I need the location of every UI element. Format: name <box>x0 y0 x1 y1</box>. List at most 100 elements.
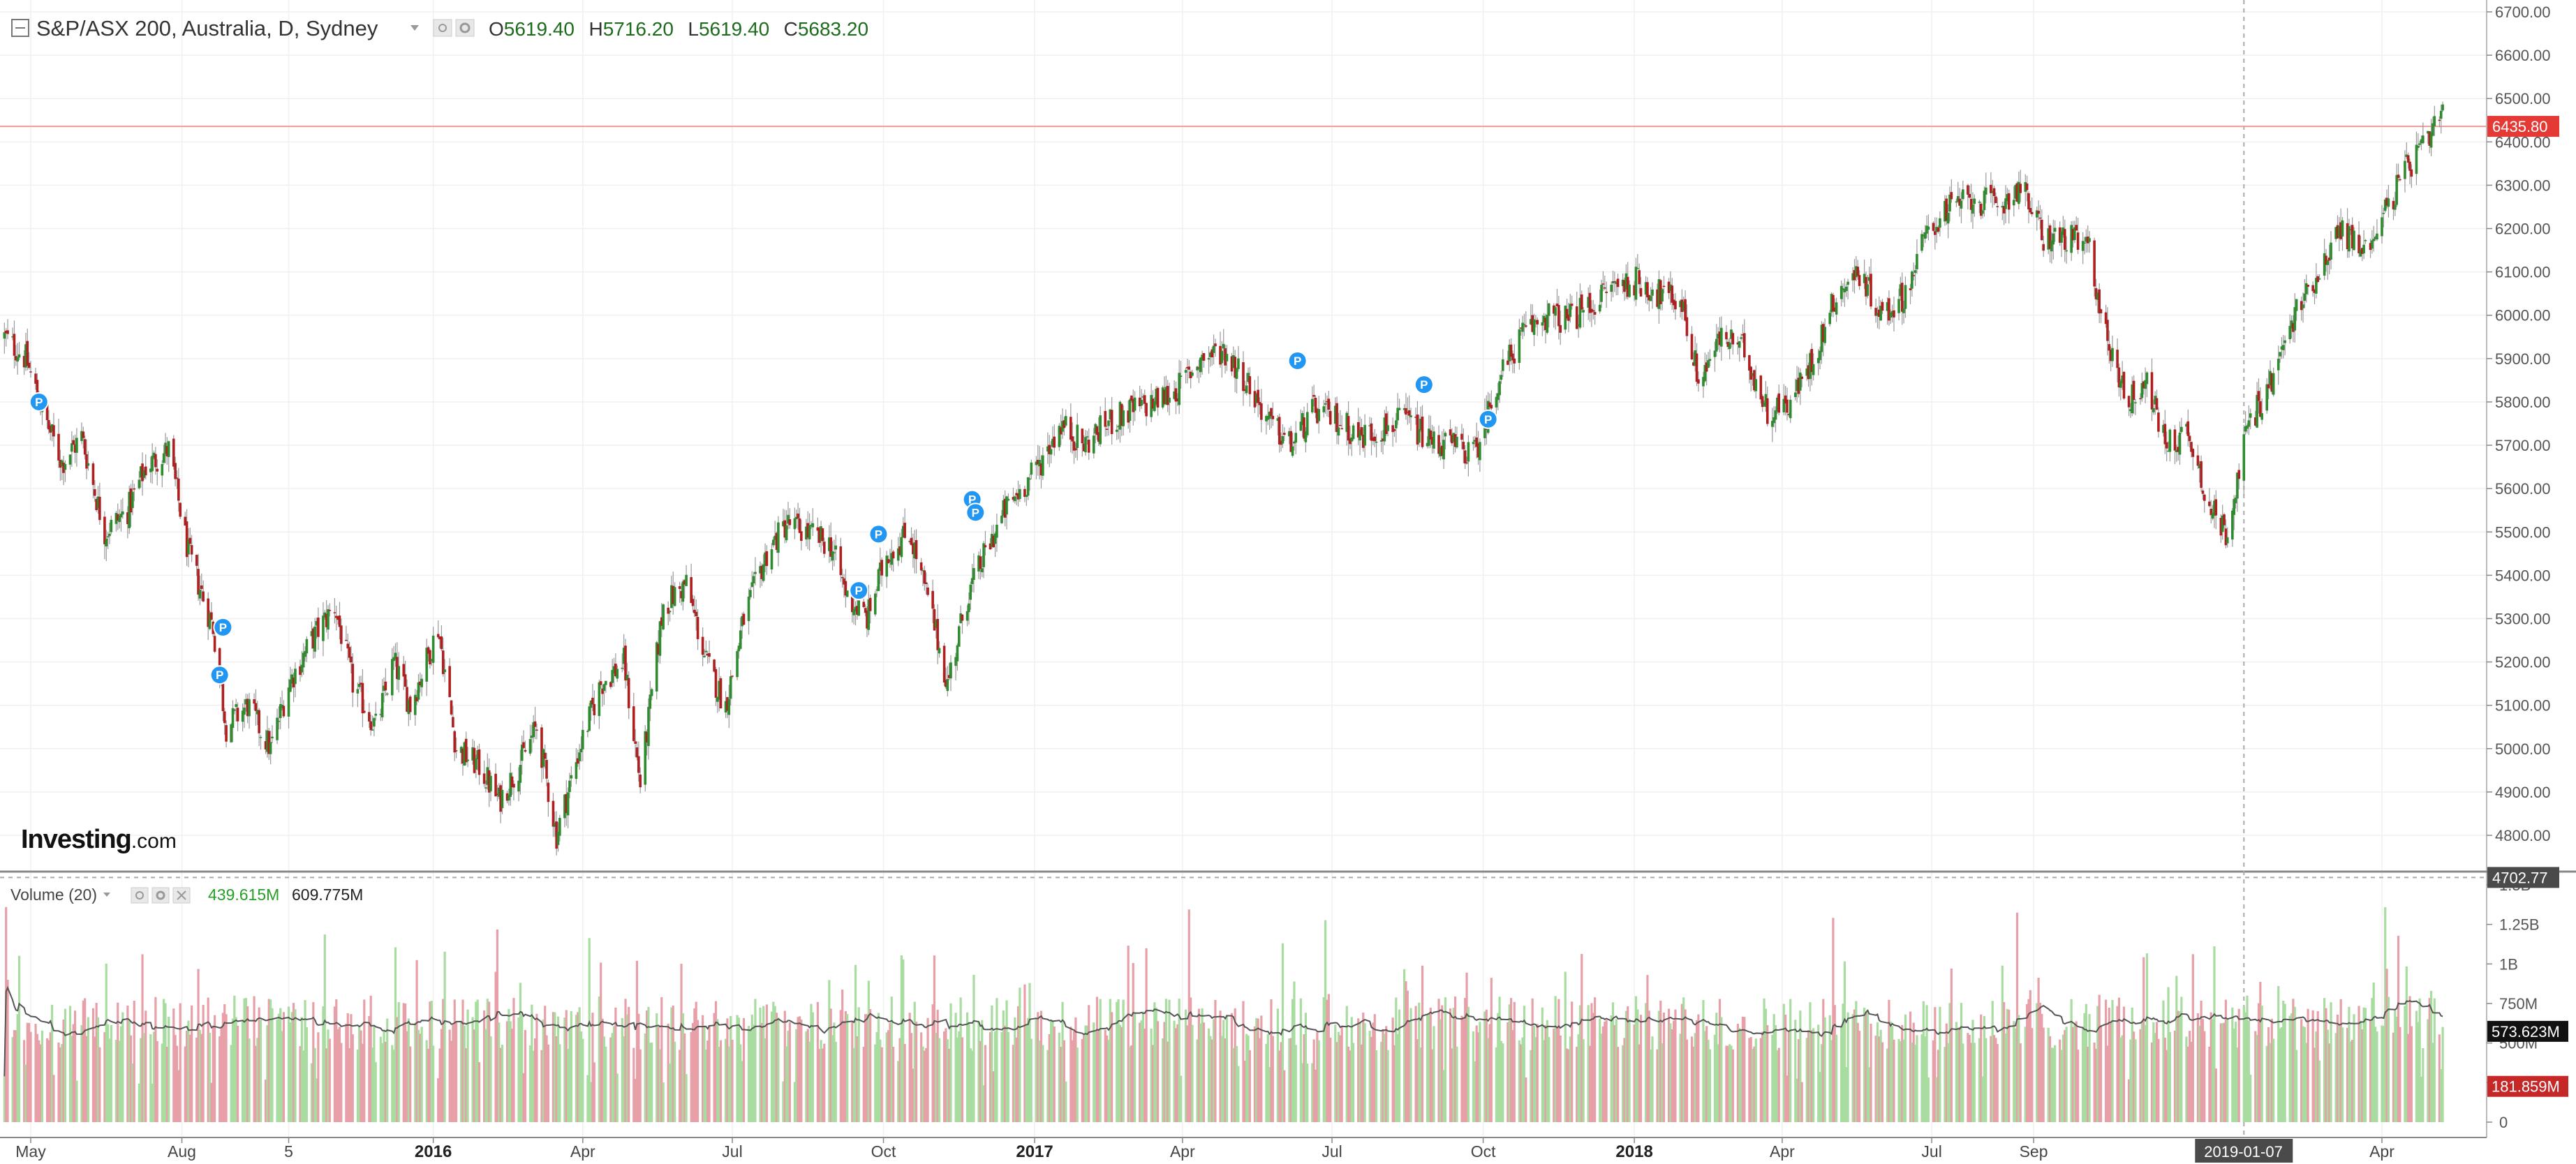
volume-bar <box>540 1050 543 1122</box>
event-pin-icon[interactable]: P <box>868 524 889 544</box>
dropdown-caret-icon[interactable] <box>410 25 419 31</box>
candle-body <box>647 707 650 747</box>
volume-bar <box>383 1031 385 1122</box>
volume-bar <box>1590 1003 1593 1122</box>
volume-bar <box>1667 1008 1671 1122</box>
volume-bar <box>1184 1009 1187 1122</box>
volume-bar <box>1162 1038 1164 1122</box>
candle-body <box>1064 416 1067 426</box>
time-tick-label: 2018 <box>1615 1142 1652 1161</box>
candle-body <box>713 659 716 672</box>
candle-body <box>380 693 384 717</box>
volume-bar <box>1601 1026 1604 1122</box>
settings-gear-icon[interactable] <box>455 19 475 37</box>
volume-bar <box>1639 1015 1643 1122</box>
candle-body <box>1164 387 1168 405</box>
event-pin-icon[interactable]: P <box>1478 409 1498 429</box>
volume-bar <box>1403 969 1406 1122</box>
volume-bar <box>282 1012 286 1122</box>
volume-bar <box>1543 1040 1546 1122</box>
candle-body <box>1038 459 1041 467</box>
candle-body <box>991 533 993 547</box>
candle-body <box>1372 438 1375 441</box>
volume-bar <box>1853 1009 1856 1122</box>
candle-body <box>854 606 857 612</box>
volume-bar <box>579 1031 583 1122</box>
volume-bar <box>1725 1045 1728 1122</box>
candle-body <box>142 470 146 478</box>
eye-icon[interactable] <box>433 19 452 37</box>
candle-body <box>1902 308 1905 313</box>
event-pin-icon[interactable]: P <box>29 391 49 412</box>
candle-body <box>787 514 790 524</box>
volume-bar <box>103 1032 106 1122</box>
volume-bar <box>1498 997 1501 1122</box>
candle-body <box>2438 119 2441 121</box>
volume-bar <box>517 1017 520 1122</box>
volume-bar <box>407 1018 410 1122</box>
volume-bar <box>174 1035 177 1122</box>
candle-body <box>1145 403 1148 417</box>
candle-body <box>253 699 256 704</box>
volume-bar <box>338 1027 341 1122</box>
candle-body <box>1288 431 1291 437</box>
candle-body <box>1962 189 1964 200</box>
volume-bar <box>1065 1081 1067 1122</box>
volume-bar <box>1416 1039 1419 1122</box>
settings-gear-icon[interactable] <box>151 887 170 904</box>
candle-body <box>759 566 762 574</box>
close-icon[interactable] <box>172 887 191 904</box>
collapse-toggle-icon[interactable] <box>11 19 29 37</box>
candle-body <box>1690 334 1694 359</box>
candle-body <box>2351 225 2354 249</box>
volume-bar <box>1289 1038 1292 1122</box>
candle-body <box>289 679 292 692</box>
candle-body <box>2127 396 2131 408</box>
event-pin-icon[interactable]: P <box>965 502 986 523</box>
event-pin-icon[interactable]: P <box>1414 375 1434 395</box>
volume-bar <box>1002 1010 1005 1122</box>
eye-icon[interactable] <box>131 887 149 904</box>
candle-body <box>2191 449 2195 457</box>
volume-bar <box>2186 1046 2189 1122</box>
volume-bar <box>1588 1045 1592 1122</box>
candle-body <box>2433 116 2436 126</box>
price-tick-label: 5600.00 <box>2495 480 2551 498</box>
candle-body <box>2394 204 2397 210</box>
event-pin-icon[interactable]: P <box>209 665 230 685</box>
event-pin-icon[interactable]: P <box>1287 350 1308 371</box>
candle-body <box>1212 345 1215 353</box>
candle-body <box>2190 442 2193 452</box>
volume-bar <box>1787 1031 1790 1122</box>
candle-body <box>1950 192 1953 200</box>
volume-bar <box>1511 1029 1514 1122</box>
event-pin-dot <box>967 504 984 521</box>
candle-body <box>1856 267 1860 276</box>
volume-bar <box>2003 1002 2006 1122</box>
volume-bar <box>419 1034 422 1122</box>
event-pin-icon[interactable]: P <box>849 581 869 601</box>
volume-bar <box>856 1036 859 1122</box>
symbol-title[interactable]: S&P/ASX 200, Australia, D, Sydney <box>36 16 378 40</box>
event-pin-icon[interactable]: P <box>213 617 233 637</box>
volume-bar <box>716 1019 719 1122</box>
volume-bar <box>1409 1008 1412 1122</box>
volume-bar <box>2152 1022 2155 1122</box>
candle-body <box>1444 433 1447 437</box>
dropdown-caret-icon[interactable] <box>103 893 110 897</box>
volume-title[interactable]: Volume (20) <box>10 886 97 904</box>
candle-body <box>2415 144 2418 174</box>
candle-body <box>1133 397 1137 411</box>
candle-body <box>1472 442 1475 445</box>
volume-bar <box>2376 1031 2378 1122</box>
volume-bar <box>2433 998 2436 1122</box>
candle-body <box>2416 146 2420 148</box>
candle-body <box>208 613 212 629</box>
candle-body <box>1932 223 1935 231</box>
volume-bar <box>1485 1009 1488 1122</box>
volume-bar <box>685 1074 688 1122</box>
candle-body <box>1395 420 1398 428</box>
volume-bar <box>1164 999 1167 1122</box>
